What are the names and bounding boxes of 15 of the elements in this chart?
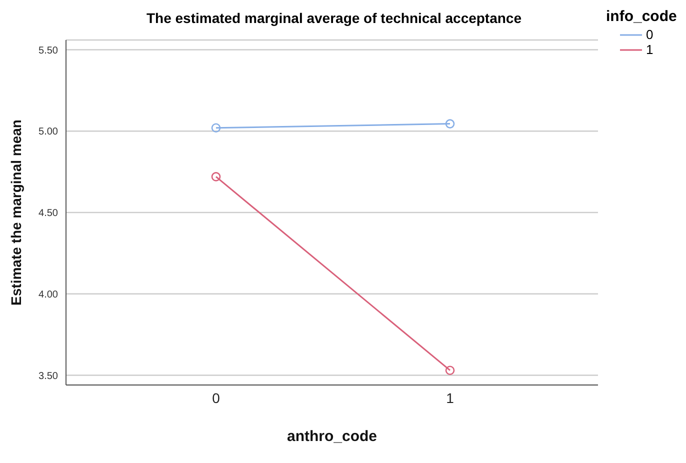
y-tick-label: 5.00 (38, 126, 58, 138)
legend-label: 1 (646, 42, 654, 57)
chart-title: The estimated marginal average of technical acceptance (145, 10, 523, 26)
y-tick-label: 5.50 (38, 45, 58, 56)
y-tick-label: 4.50 (38, 208, 58, 220)
point (445, 119, 455, 128)
legend-title: info_code (606, 8, 678, 25)
point (445, 366, 455, 376)
y-axis-title: Estimate the marginal mean (8, 120, 24, 306)
x-axis-title: anthro_code (286, 428, 378, 445)
point (211, 172, 221, 182)
y-tick-label: 4.00 (38, 289, 58, 300)
legend-label: 0 (646, 27, 654, 42)
y-tick-label: 3.50 (38, 370, 58, 382)
point (211, 123, 221, 133)
